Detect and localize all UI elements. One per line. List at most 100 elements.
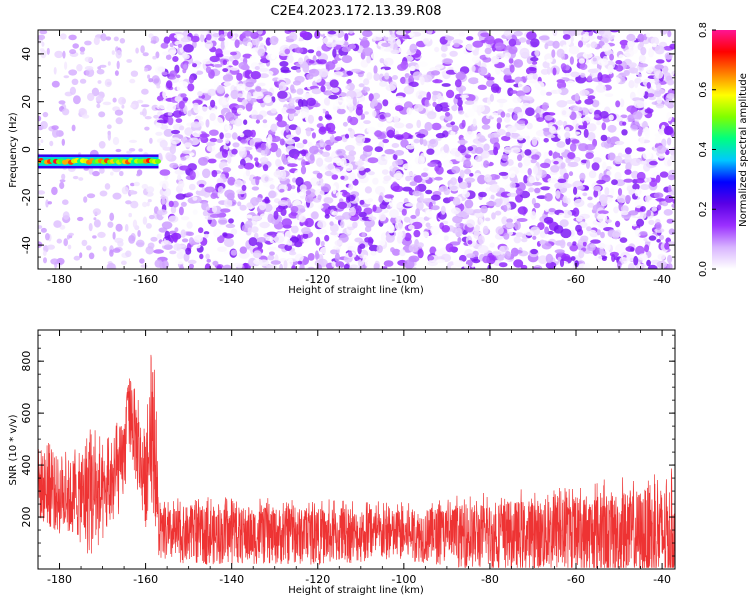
x-tick-label: -100 bbox=[391, 573, 416, 586]
heatmap-cell bbox=[255, 119, 260, 124]
heatmap-cell bbox=[160, 124, 169, 130]
heatmap-cell bbox=[348, 30, 354, 34]
heatmap-cell bbox=[209, 55, 220, 63]
heatmap-cell bbox=[47, 201, 52, 205]
heatmap-cell bbox=[403, 85, 415, 95]
heatmap-cell bbox=[302, 237, 309, 244]
heatmap-cell bbox=[309, 154, 315, 161]
heatmap-cell bbox=[546, 134, 556, 139]
heatmap-cell bbox=[570, 71, 580, 78]
heatmap-cell bbox=[331, 174, 339, 180]
heatmap-cell bbox=[147, 74, 151, 79]
heatmap-cell bbox=[344, 133, 350, 139]
heatmap-cell bbox=[498, 171, 509, 176]
heatmap-cell bbox=[584, 144, 596, 151]
heatmap-cell bbox=[427, 106, 433, 111]
heatmap-cell bbox=[557, 178, 567, 183]
heatmap-cell bbox=[516, 120, 526, 125]
heatmap-cell bbox=[359, 39, 370, 49]
heatmap-cell bbox=[284, 244, 293, 252]
heatmap-cell bbox=[419, 136, 424, 145]
heatmap-cell bbox=[513, 236, 522, 244]
heatmap-cell bbox=[434, 103, 443, 112]
heatmap-cell bbox=[170, 137, 181, 145]
heatmap-cell bbox=[464, 100, 475, 105]
heatmap-cell bbox=[248, 237, 258, 247]
heatmap-cell bbox=[573, 157, 580, 163]
heatmap-cell bbox=[405, 144, 415, 150]
heatmap-cell bbox=[663, 209, 673, 216]
heatmap-cell bbox=[569, 56, 575, 65]
heatmap-cell bbox=[505, 112, 511, 118]
heatmap-cell bbox=[168, 215, 179, 223]
heatmap-cell bbox=[345, 222, 355, 227]
heatmap-cell bbox=[506, 159, 514, 166]
heatmap-cell bbox=[559, 219, 569, 228]
heatmap-cell bbox=[525, 107, 535, 117]
heatmap-cell bbox=[175, 74, 181, 79]
heatmap-cell bbox=[63, 75, 70, 79]
heatmap-cell bbox=[340, 220, 345, 229]
heatmap-cell bbox=[264, 94, 272, 103]
heatmap-cell bbox=[389, 81, 397, 90]
heatmap-cell bbox=[275, 116, 280, 121]
heatmap-cell bbox=[610, 187, 615, 197]
heatmap-cell bbox=[454, 227, 463, 237]
heatmap-cell bbox=[180, 156, 187, 161]
heatmap-cell bbox=[357, 122, 365, 130]
heatmap-cell bbox=[506, 125, 518, 133]
heatmap-cell bbox=[417, 248, 424, 259]
heatmap-cell bbox=[275, 206, 284, 213]
heatmap-cell bbox=[132, 219, 138, 229]
heatmap-cell bbox=[162, 260, 169, 269]
heatmap-cell bbox=[222, 232, 228, 237]
heatmap-cell bbox=[510, 90, 518, 94]
heatmap-cell bbox=[162, 51, 170, 56]
heatmap-cell bbox=[489, 242, 495, 248]
heatmap-cell bbox=[574, 92, 580, 102]
heatmap-cell bbox=[337, 201, 348, 210]
heatmap-cell bbox=[423, 167, 429, 172]
heatmap-cell bbox=[269, 35, 279, 46]
heatmap-cell bbox=[117, 240, 124, 247]
heatmap-cell bbox=[307, 253, 315, 261]
heatmap-cell bbox=[161, 71, 168, 76]
heatmap-cell bbox=[341, 55, 353, 64]
heatmap-cell bbox=[319, 30, 325, 35]
heatmap-cell bbox=[97, 231, 106, 238]
heatmap-cell bbox=[199, 253, 204, 260]
heatmap-cell bbox=[186, 231, 194, 236]
heatmap-cell bbox=[295, 176, 304, 187]
heatmap-cell bbox=[335, 261, 345, 269]
heatmap-cell bbox=[59, 181, 65, 190]
colorbar-tick-label: 0.0 bbox=[698, 261, 709, 277]
heatmap-cell bbox=[236, 146, 246, 152]
heatmap-cell bbox=[216, 265, 223, 269]
heatmap-cell bbox=[247, 41, 253, 49]
heatmap-cell bbox=[184, 142, 192, 148]
heatmap-cell bbox=[345, 96, 352, 103]
heatmap-cell bbox=[496, 122, 501, 130]
heatmap-cell bbox=[95, 95, 104, 103]
heatmap-cell bbox=[130, 70, 139, 77]
heatmap-cell bbox=[530, 159, 537, 164]
heatmap-cell bbox=[667, 254, 673, 264]
heatmap-cell bbox=[379, 58, 385, 64]
heatmap-cell bbox=[202, 168, 211, 179]
heatmap-cell bbox=[335, 191, 344, 198]
heatmap-cell bbox=[546, 66, 551, 75]
heatmap-cell bbox=[526, 39, 531, 45]
heatmap-cell bbox=[107, 221, 114, 228]
heatmap-cell bbox=[542, 102, 549, 111]
heatmap-cell bbox=[491, 112, 499, 118]
heatmap-cell bbox=[670, 30, 675, 40]
heatmap-cell bbox=[125, 250, 132, 258]
heatmap-cell bbox=[119, 170, 124, 177]
heatmap-cell bbox=[155, 122, 162, 128]
heatmap-cell bbox=[504, 52, 512, 59]
heatmap-cell bbox=[121, 104, 125, 109]
heatmap-cell bbox=[366, 72, 373, 80]
heatmap-cell bbox=[593, 157, 602, 164]
heatmap-cell bbox=[532, 181, 542, 186]
heatmap-cell bbox=[188, 183, 196, 191]
